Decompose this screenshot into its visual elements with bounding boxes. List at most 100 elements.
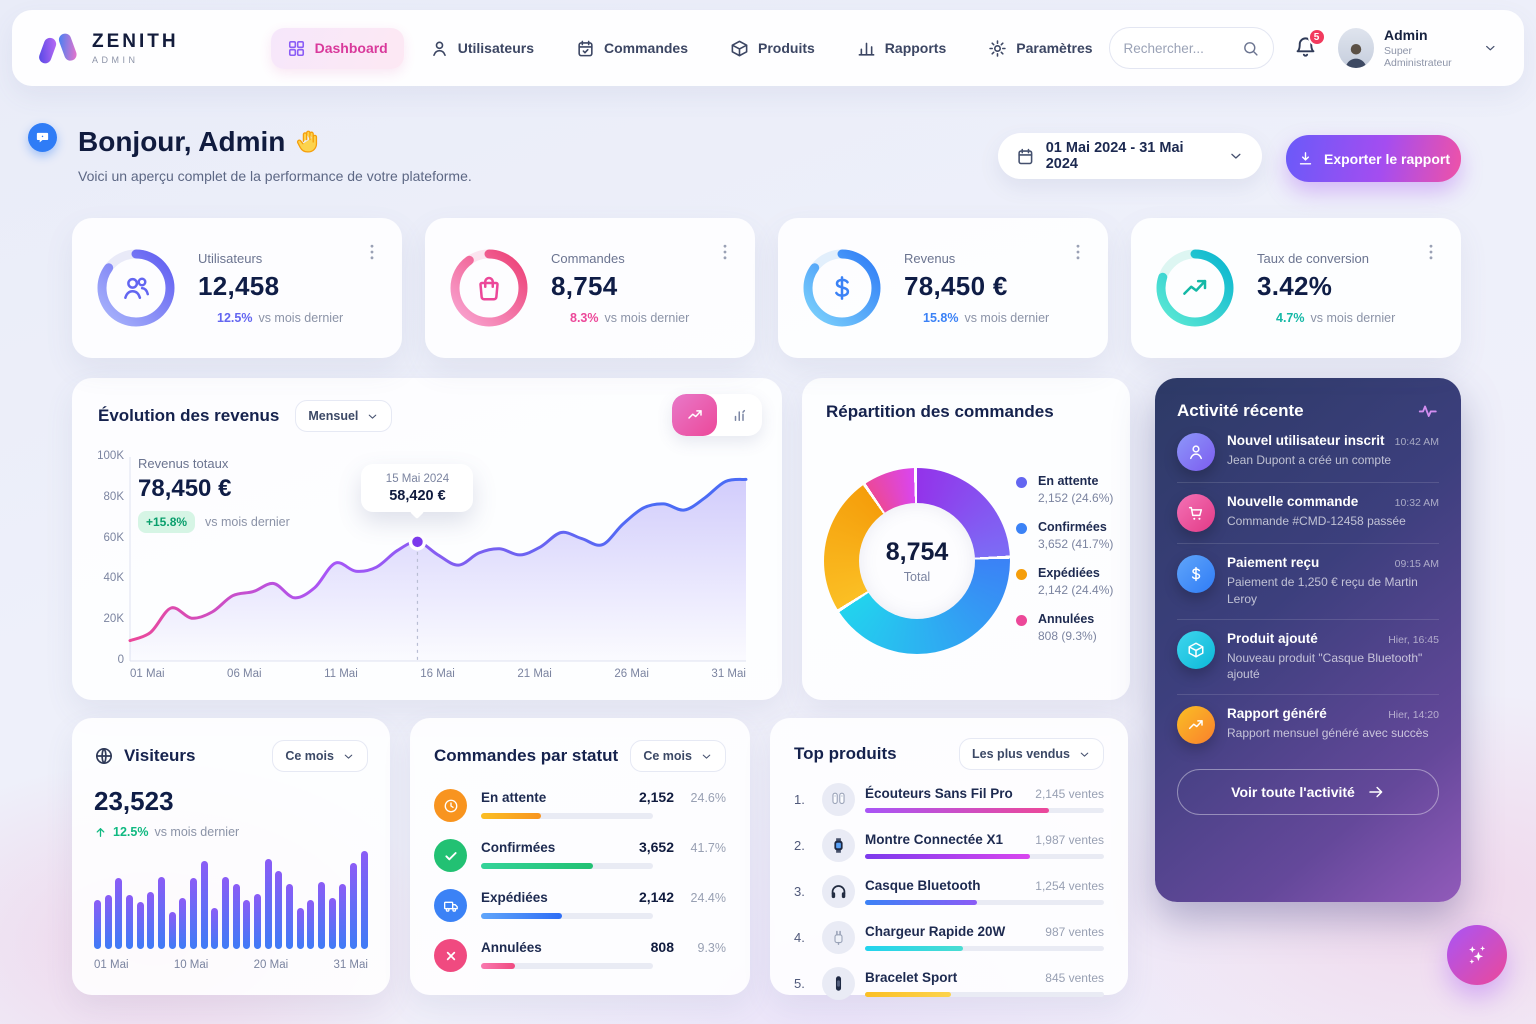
status-row: Confirmées 3,652 41.7% [434, 839, 726, 872]
status-row: Annulées 808 9.3% [434, 939, 726, 972]
nav-item-commandes[interactable]: Commandes [560, 28, 704, 69]
chat-widget-button[interactable] [28, 123, 57, 152]
visitors-title: Visiteurs [124, 746, 196, 765]
line-chart-toggle[interactable] [672, 394, 717, 436]
legend-label: Annulées [1038, 612, 1095, 626]
bar-chart-toggle[interactable] [717, 394, 762, 436]
nav-item-paramètres[interactable]: Paramètres [972, 28, 1108, 69]
visitors-filter-select[interactable]: Ce mois [272, 740, 368, 772]
kebab-menu-icon[interactable] [1421, 242, 1441, 262]
revenue-chart-title: Évolution des revenus [98, 406, 280, 425]
products-filter-select[interactable]: Les plus vendus [959, 738, 1104, 770]
top-navbar: ZENITH ADMIN Dashboard Utilisateurs Comman… [12, 10, 1524, 86]
activity-item[interactable]: Rapport généré Hier, 14:20 Rapport mensu… [1177, 695, 1439, 755]
activity-icon [1187, 565, 1205, 583]
kebab-menu-icon[interactable] [362, 242, 382, 262]
activity-item[interactable]: Paiement reçu 09:15 AM Paiement de 1,250… [1177, 544, 1439, 620]
legend-label: Confirmées [1038, 520, 1107, 534]
status-progress-fill [481, 813, 542, 819]
activity-item-title: Nouvel utilisateur inscrit [1227, 433, 1385, 448]
product-name: Montre Connectée X1 [865, 832, 1004, 847]
export-report-button[interactable]: Exporter le rapport [1286, 135, 1461, 182]
status-label: Expédiées [481, 890, 548, 905]
kebab-menu-icon[interactable] [715, 242, 735, 262]
product-row[interactable]: 5. Bracelet Sport 845 ventes [794, 967, 1104, 1000]
legend-item: En attente 2,152 (24.6%) [1016, 474, 1113, 505]
visitor-bar [179, 898, 187, 949]
activity-item-desc: Nouveau produit "Casque Bluetooth" ajout… [1227, 650, 1423, 682]
status-value: 808 [650, 939, 674, 955]
download-icon [1297, 150, 1314, 167]
view-all-activity-button[interactable]: Voir toute l'activité [1177, 769, 1439, 816]
brand-logo[interactable]: ZENITH ADMIN [38, 27, 179, 69]
chevron-down-icon [342, 750, 355, 763]
product-row[interactable]: 3. Casque Bluetooth 1,254 ventes [794, 875, 1104, 908]
revenue-summary-value: 78,450 € [138, 475, 232, 502]
product-sales: 1,254 ventes [1035, 879, 1104, 893]
kpi-value: 8,754 [551, 271, 618, 301]
kebab-menu-icon[interactable] [1068, 242, 1088, 262]
chevron-down-icon [366, 410, 379, 423]
ai-assistant-fab[interactable] [1447, 925, 1507, 985]
kpi-label: Commandes [551, 251, 625, 266]
kpi-delta: 15.8% [923, 311, 959, 325]
date-range-picker[interactable]: 01 Mai 2024 - 31 Mai 2024 [998, 133, 1262, 179]
product-thumbnail [822, 783, 855, 816]
kpi-progress-ring [94, 246, 178, 330]
nav-item-rapports[interactable]: Rapports [841, 28, 962, 69]
arrow-up-icon [94, 826, 107, 839]
search-input[interactable] [1123, 40, 1242, 56]
product-row[interactable]: 2. Montre Connectée X1 1,987 ventes [794, 829, 1104, 862]
activity-item-title: Paiement reçu [1227, 555, 1320, 570]
product-row[interactable]: 4. Chargeur Rapide 20W 987 ventes [794, 921, 1104, 954]
visitor-bar [275, 870, 283, 949]
activity-item-time: Hier, 14:20 [1388, 709, 1439, 722]
kpi-compare: vs mois dernier [258, 311, 344, 325]
donut-title: Répartition des commandes [826, 402, 1054, 421]
period-select[interactable]: Mensuel [295, 400, 393, 432]
chart-tooltip: 15 Mai 2024 58,420 € [361, 463, 474, 512]
user-icon [430, 39, 449, 58]
kpi-delta: 4.7% [1276, 311, 1305, 325]
arrow-up-icon [1257, 312, 1270, 325]
orders-distribution-card: Répartition des commandes 8,754 Total En… [802, 378, 1130, 700]
visitor-bar [158, 877, 166, 949]
profile-role: Super Administrateur [1383, 45, 1452, 69]
kpi-value: 12,458 [198, 271, 280, 301]
notifications-button[interactable]: 5 [1294, 28, 1326, 61]
status-value: 3,652 [638, 839, 674, 855]
nav-item-utilisateurs[interactable]: Utilisateurs [414, 28, 550, 69]
activity-item-time: 10:42 AM [1394, 436, 1439, 448]
visitors-card: Visiteurs Ce mois 23,523 12.5% vs mois d… [72, 718, 390, 995]
status-percent: 24.4% [690, 891, 726, 905]
visitors-compare: vs mois dernier [154, 825, 240, 839]
status-progress-fill [481, 913, 562, 919]
globe-icon [94, 746, 114, 766]
nav-item-produits[interactable]: Produits [714, 28, 831, 69]
chevron-down-icon [1078, 748, 1091, 761]
visitor-bar [126, 895, 134, 949]
legend-dot [1016, 477, 1027, 488]
visitor-bar [94, 900, 101, 949]
status-filter-select[interactable]: Ce mois [630, 740, 726, 772]
gear-icon [988, 39, 1007, 58]
grid-icon [287, 39, 306, 58]
product-bar-fill [865, 854, 1030, 859]
visitor-bar [115, 878, 123, 949]
arrow-up-icon [904, 312, 917, 325]
profile-menu[interactable]: Admin Super Administrateur [1337, 27, 1499, 69]
calendar-check-icon [576, 39, 595, 58]
legend-value: 2,152 (24.6%) [1038, 491, 1114, 505]
activity-item[interactable]: Produit ajouté Hier, 16:45 Nouveau produ… [1177, 620, 1439, 696]
product-bar-track [865, 992, 1104, 997]
search-icon[interactable] [1242, 40, 1259, 57]
kpi-icon [827, 273, 857, 303]
activity-item[interactable]: Nouvelle commande 10:32 AM Commande #CMD… [1177, 483, 1439, 544]
activity-item-title: Rapport généré [1227, 706, 1327, 722]
activity-item[interactable]: Nouvel utilisateur inscrit 10:42 AM Jean… [1177, 422, 1439, 483]
status-progress-track [481, 963, 653, 969]
kpi-progress-ring [1153, 246, 1237, 330]
chat-bubble-icon [36, 132, 49, 143]
product-row[interactable]: 1. Écouteurs Sans Fil Pro 2,145 ventes [794, 783, 1104, 816]
nav-item-dashboard[interactable]: Dashboard [270, 27, 404, 69]
